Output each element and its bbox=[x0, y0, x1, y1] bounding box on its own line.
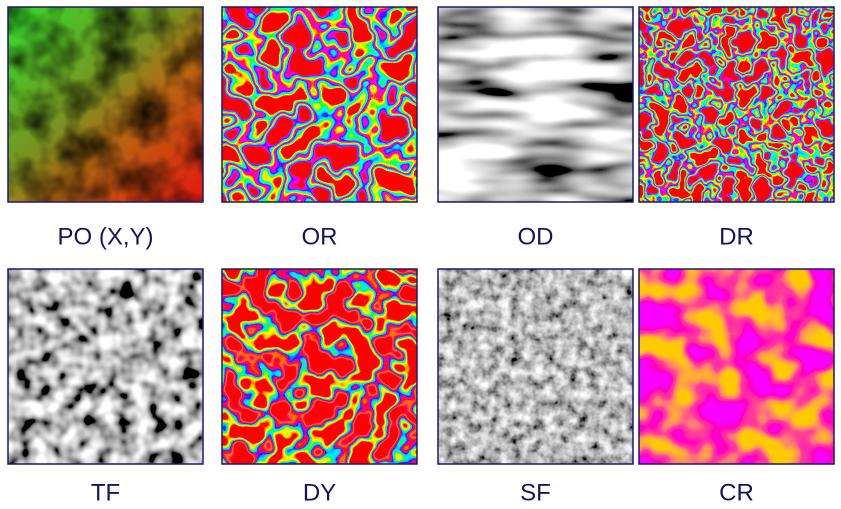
panel: TF bbox=[7, 268, 204, 506]
panel-label: OR bbox=[302, 223, 338, 250]
panel-label: DR bbox=[719, 223, 754, 250]
panel: PO (X,Y) bbox=[7, 6, 204, 250]
panel-label: TF bbox=[91, 479, 120, 506]
panel-label: SF bbox=[520, 479, 551, 506]
panel-label: DY bbox=[303, 479, 336, 506]
panel: OD bbox=[437, 6, 634, 250]
panel: DR bbox=[638, 6, 835, 250]
panel-label: CR bbox=[719, 479, 754, 506]
panel-label: OD bbox=[518, 223, 554, 250]
panel-label: PO (X,Y) bbox=[57, 223, 153, 250]
panel: CR bbox=[638, 268, 835, 506]
panel: OR bbox=[221, 6, 418, 250]
panel: SF bbox=[437, 268, 634, 506]
panel: DY bbox=[221, 268, 418, 506]
